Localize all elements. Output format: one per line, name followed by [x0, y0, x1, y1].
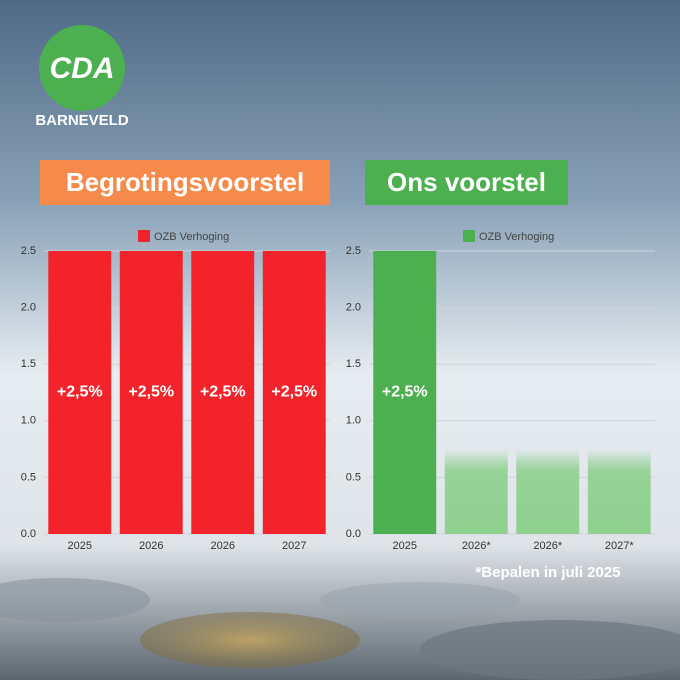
y-tick-label: 2.0 — [21, 302, 36, 314]
chart-title: Begrotingsvoorstel — [66, 167, 304, 197]
x-tick-label: 2026* — [533, 540, 562, 552]
y-tick-label: 1.5 — [346, 358, 361, 370]
legend-label: OZB Verhoging — [479, 231, 554, 243]
logo-circle — [39, 25, 125, 111]
y-tick-label: 2.0 — [346, 302, 361, 314]
x-tick-label: 2025 — [68, 540, 92, 552]
charts: Begrotingsvoorstel 0.0 0.5 1.0 1.5 2.0 2.5 OZB … — [21, 160, 655, 552]
y-tick-label: 2.5 — [21, 245, 36, 257]
value-label: +2,5% — [382, 384, 428, 401]
y-tick-label: 0.5 — [21, 471, 36, 483]
y-tick-label: 1.0 — [21, 415, 36, 427]
x-tick-label: 2027 — [282, 540, 306, 552]
y-tick-label: 1.5 — [21, 358, 36, 370]
coin — [320, 582, 520, 618]
value-label: +2,5% — [271, 384, 317, 401]
y-tick-label: 0.0 — [346, 528, 361, 540]
coin — [0, 578, 150, 622]
legend-label: OZB Verhoging — [154, 231, 229, 243]
logo-text: CDA — [50, 52, 115, 85]
x-tick-label: 2025 — [393, 540, 417, 552]
y-tick-label: 1.0 — [346, 415, 361, 427]
bar — [191, 251, 255, 534]
x-tick-label: 2027* — [605, 540, 634, 552]
coin — [140, 612, 360, 668]
x-tick-label: 2026* — [462, 540, 491, 552]
value-label: +2,5% — [128, 384, 174, 401]
bar — [48, 251, 112, 534]
y-tick-label: 0.0 — [21, 528, 36, 540]
bar — [444, 449, 508, 534]
value-label: +2,5% — [57, 384, 103, 401]
legend-swatch — [463, 230, 475, 242]
title-box — [365, 160, 568, 205]
bar — [587, 449, 651, 534]
bar — [516, 449, 580, 534]
chart-title: Ons voorstel — [387, 167, 546, 197]
legend-swatch — [138, 230, 150, 242]
bar — [119, 251, 183, 534]
y-tick-label: 0.5 — [346, 471, 361, 483]
bar — [373, 251, 437, 534]
logo-place: BARNEVELD — [35, 112, 129, 129]
y-tick-label: 2.5 — [346, 245, 361, 257]
footnote: *Bepalen in juli 2025 — [475, 564, 620, 581]
bar — [262, 251, 326, 534]
x-tick-label: 2026 — [139, 540, 163, 552]
title-box — [40, 160, 330, 205]
coin — [420, 620, 680, 680]
x-tick-label: 2026 — [211, 540, 235, 552]
value-label: +2,5% — [200, 384, 246, 401]
